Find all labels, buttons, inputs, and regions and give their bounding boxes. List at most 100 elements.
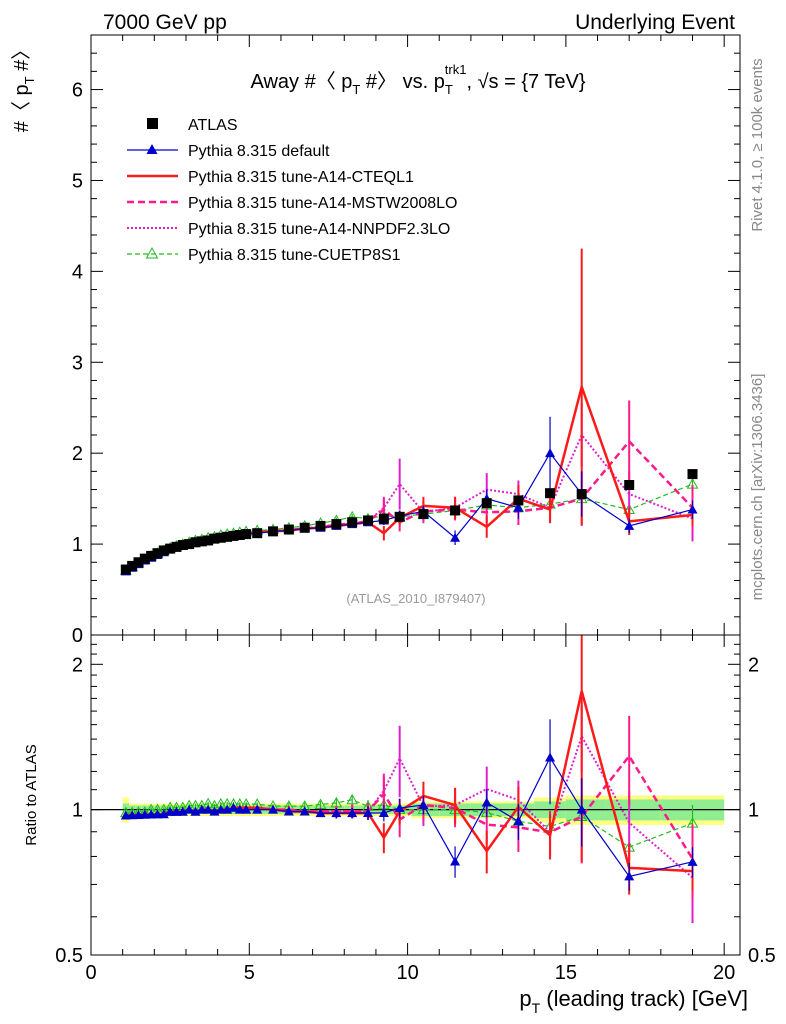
ratio-marker-default	[184, 804, 195, 814]
xtick-label: 10	[396, 962, 418, 984]
header-left: 7000 GeV pp	[103, 11, 227, 34]
atlas-point	[234, 530, 245, 540]
main-ytick-label: 4	[72, 261, 83, 283]
atlas-point	[241, 529, 252, 540]
main-ytick-label: 1	[72, 534, 83, 556]
atlas-point	[394, 511, 405, 522]
main-ytick-label: 0	[72, 625, 83, 647]
ratio-ytick-label: 0.5	[55, 945, 83, 967]
ratio-marker-default	[687, 856, 698, 866]
ratio-frame	[90, 634, 741, 956]
legend-mstw-label: Pythia 8.315 tune-A14-MSTW2008LO	[188, 195, 457, 212]
atlas-point	[347, 517, 358, 528]
atlas-point	[576, 489, 587, 500]
ratio-ylabel: Ratio to ATLAS	[23, 744, 40, 845]
atlas-point	[158, 545, 169, 556]
ratio-marker-default	[315, 808, 326, 818]
rivet-label: Rivet 4.1.0, ≥ 100k events	[749, 58, 766, 231]
ratio-marker-default	[252, 804, 263, 814]
atlas-point	[545, 488, 556, 499]
series-line-cuetp	[125, 483, 693, 571]
ratio-marker-default	[165, 806, 176, 816]
atlas-point	[283, 524, 294, 535]
ratio-marker-default	[363, 808, 374, 818]
atlas-point	[171, 541, 182, 552]
main-ytick-label: 5	[72, 170, 83, 192]
ratio-line-cuetp	[125, 799, 693, 848]
ratio-ytick-label-right: 2	[748, 654, 759, 676]
ratio-marker-default	[215, 804, 226, 814]
ratio-marker-default	[513, 816, 524, 826]
legend-default-marker	[146, 144, 158, 154]
ratio-marker-default	[481, 797, 492, 807]
ratio-marker-default	[241, 804, 252, 814]
ratio-ytick-label-right: 1	[748, 800, 759, 822]
ratio-marker-default	[418, 799, 429, 809]
xtick-label: 0	[85, 962, 96, 984]
atlas-point	[133, 557, 144, 568]
atlas-point	[177, 540, 188, 550]
legend: ATLAS Pythia 8.315 default Pythia 8.315 …	[127, 117, 457, 264]
main-ytick-label: 6	[72, 80, 83, 102]
ratio-marker-default	[576, 804, 587, 814]
marker-default	[513, 502, 524, 512]
atlas-point	[363, 515, 374, 526]
xtick-label: 15	[555, 962, 577, 984]
ratio-marker-default	[158, 809, 169, 819]
atlas-point	[146, 550, 157, 561]
atlas-point	[228, 530, 239, 541]
marker-default	[545, 448, 556, 458]
ratio-panel: 0 5 10 15 20 0.5 0.5 1 1 2 2 Ratio to ATLAS pT (le…	[23, 634, 776, 1016]
marker-default	[687, 504, 698, 514]
atlas-point	[120, 564, 131, 575]
atlas-point	[215, 532, 226, 543]
atlas-point	[165, 543, 176, 554]
chart-title: Away #〈 pT #〉 vs. pTtrk1, √s = {7 TeV}	[251, 62, 586, 97]
ratio-marker-default	[228, 802, 239, 812]
atlas-point	[139, 553, 150, 564]
atlas-point	[378, 513, 389, 524]
ratio-marker-default	[234, 804, 245, 814]
ratio-marker-default	[196, 804, 207, 814]
legend-atlas-label: ATLAS	[188, 117, 238, 134]
ratio-marker-default	[394, 803, 405, 813]
ratio-marker-default	[268, 804, 279, 814]
legend-cteql1-label: Pythia 8.315 tune-A14-CTEQL1	[188, 169, 414, 186]
main-ytick-label: 2	[72, 443, 83, 465]
main-panel: Away #〈 pT #〉 vs. pTtrk1, √s = {7 TeV} #…	[11, 34, 741, 647]
ratio-marker-cuetp	[346, 793, 359, 805]
ratio-marker-default	[331, 808, 342, 818]
ratio-marker-default	[347, 808, 358, 818]
xtick-label: 20	[713, 962, 735, 984]
atlas-point	[450, 505, 461, 516]
atlas-point	[315, 520, 326, 531]
legend-nnpdf-label: Pythia 8.315 tune-A14-NNPDF2.3LO	[188, 221, 450, 238]
atlas-point	[268, 526, 279, 537]
x-axis-label: pT (leading track) [GeV]	[519, 986, 748, 1016]
atlas-point	[209, 533, 220, 544]
xtick-label: 5	[244, 962, 255, 984]
ratio-marker-default	[450, 856, 461, 866]
atlas-point	[152, 548, 163, 559]
ratio-marker-default	[283, 806, 294, 816]
legend-atlas-marker	[147, 118, 158, 129]
ratio-marker-default	[203, 804, 214, 814]
series-line-nnpdf	[125, 433, 693, 573]
atlas-point	[687, 469, 698, 480]
ratio-line-cteql1	[125, 690, 693, 873]
ratio-marker-default	[378, 807, 389, 817]
ratio-marker-default	[171, 806, 182, 816]
ratio-marker-default	[624, 871, 635, 881]
legend-cuetp-marker	[145, 246, 159, 259]
ratio-ytick-label: 2	[72, 654, 83, 676]
atlas-point	[222, 531, 233, 542]
ratio-marker-default	[545, 752, 556, 762]
atlas-point	[196, 536, 207, 547]
atlas-point	[331, 519, 342, 530]
ratio-ytick-label-right: 0.5	[748, 945, 776, 967]
main-ytick-label: 3	[72, 352, 83, 374]
ratio-marker-default	[299, 806, 310, 816]
atlas-point	[190, 537, 201, 548]
marker-default	[450, 532, 461, 542]
